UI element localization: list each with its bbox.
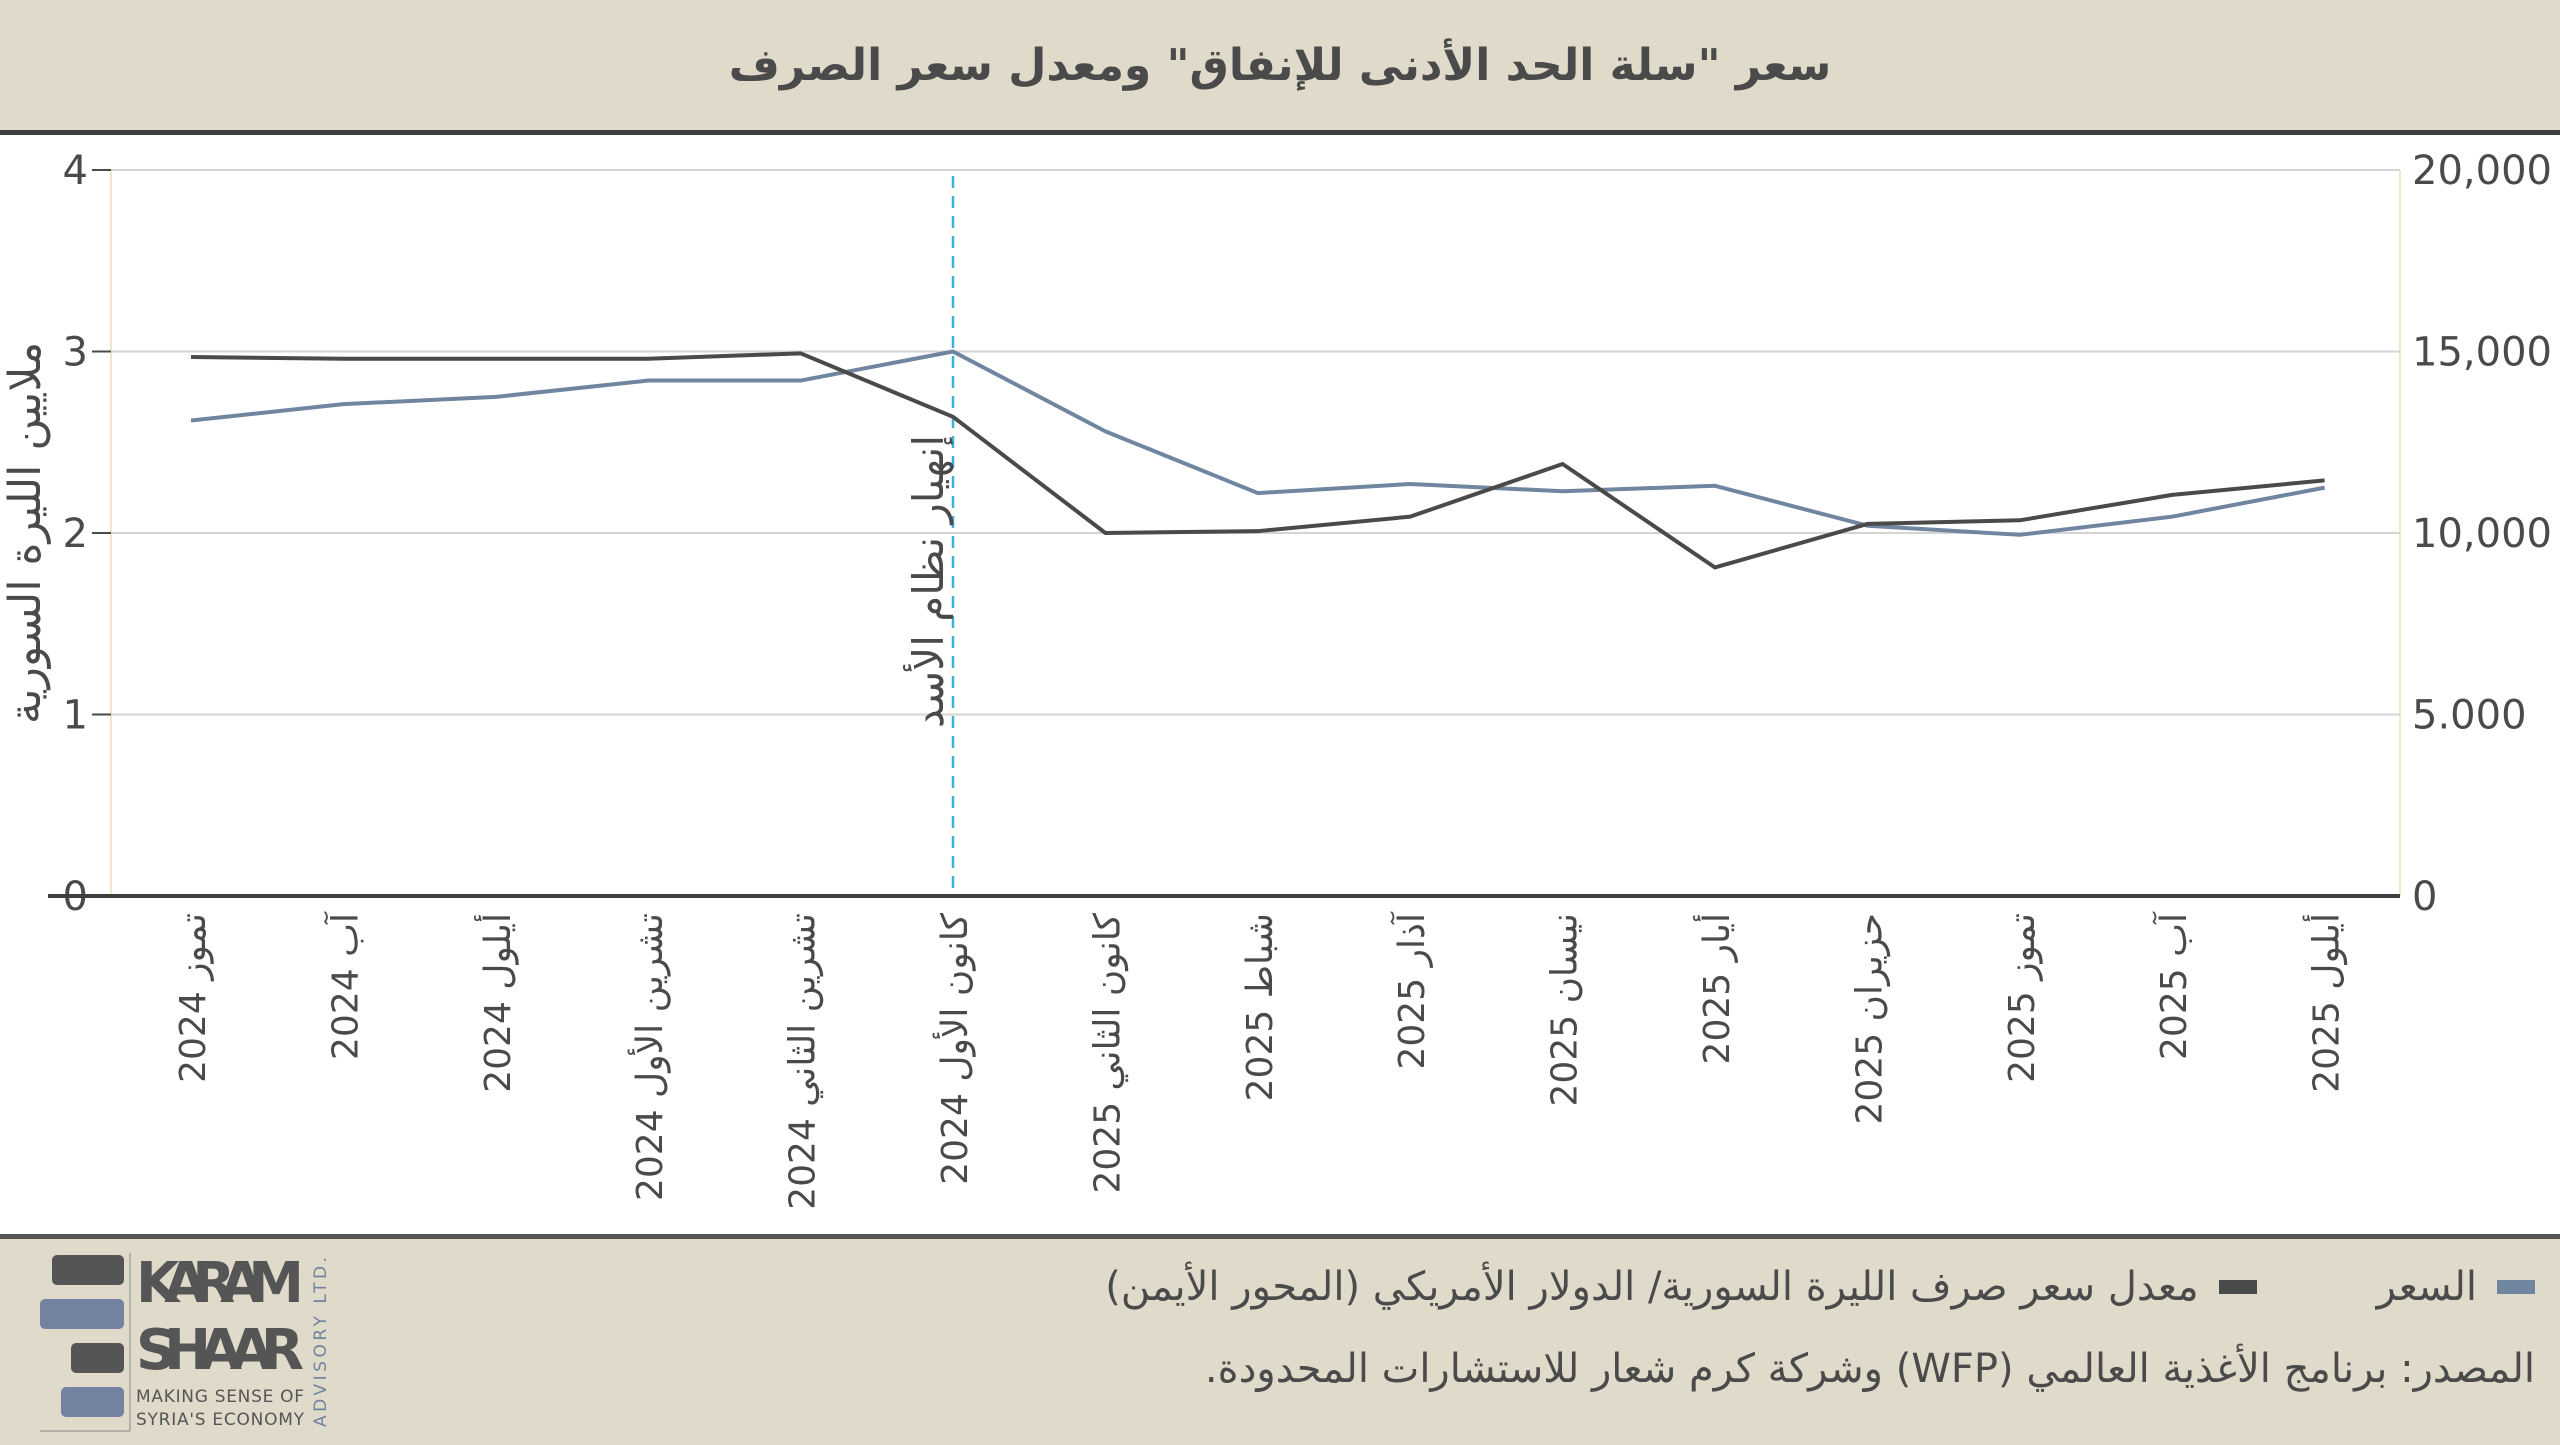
y-tick-label: 3 [63, 330, 88, 376]
legend: السعر معدل سعر صرف الليرة السورية/ الدول… [1105, 1263, 2535, 1311]
x-tick-label: آذار 2025 [1389, 911, 1433, 1069]
legend-swatch-exchange-rate [2218, 1280, 2257, 1294]
x-tick-label: حزيران 2025 [1849, 913, 1890, 1125]
x-tick-label: تموز 2025 [2002, 913, 2043, 1083]
annotation-label: إنهيار نظام الأسد [902, 435, 954, 728]
logo-bar [40, 1299, 124, 1329]
logo-bar [71, 1343, 124, 1373]
logo-bar [61, 1387, 124, 1417]
legend-label-exchange-rate: معدل سعر صرف الليرة السورية/ الدولار الأ… [1105, 1264, 2199, 1310]
y-tick-label: 2 [63, 511, 88, 557]
x-tick-label: كانون الأول 2024 [932, 912, 976, 1185]
series-line-exchange-rate [190, 351, 2325, 570]
logo-wordmark: KARAM [136, 1251, 304, 1316]
y2-tick-label: 20,000 [2412, 148, 2552, 194]
y2-tick-label: 0 [2412, 874, 2437, 920]
logo-bar [52, 1255, 124, 1285]
x-tick-label: كانون الثاني 2025 [1087, 912, 1128, 1193]
x-tick-label: تشرين الأول 2024 [627, 913, 671, 1201]
logo-wordmark: SHAAR [136, 1318, 304, 1383]
logo-tagline: MAKING SENSE OF [136, 1387, 304, 1407]
y2-tick-label: 10,000 [2412, 511, 2552, 557]
chart-title: سعر "سلة الحد الأدنى للإنفاق" ومعدل سعر … [728, 39, 1832, 91]
legend-label-price: السعر [2376, 1264, 2477, 1310]
x-tick-label: تموز 2024 [173, 913, 214, 1083]
footer: KARAM SHAAR MAKING SENSE OF SYRIA'S ECON… [0, 1234, 2560, 1445]
logo-tagline: SYRIA'S ECONOMY [136, 1410, 305, 1430]
series-line-price [190, 349, 2325, 537]
y2-tick-label: 5.000 [2412, 693, 2527, 739]
header: سعر "سلة الحد الأدنى للإنفاق" ومعدل سعر … [0, 0, 2560, 135]
x-tick-label: تشرين الثاني 2024 [783, 913, 824, 1210]
y-tick-label: 1 [63, 693, 88, 739]
source-note: المصدر: برنامج الأغذية العالمي (WFP) وشر… [1204, 1346, 2535, 1392]
x-tick-label: أيار 2025 [1693, 913, 1738, 1064]
logo-side-text: ADVISORY LTD. [311, 1257, 331, 1427]
x-tick-label: آب 2025 [2151, 911, 2195, 1060]
x-tick-label: شباط 2025 [1240, 913, 1281, 1101]
y-tick-label: 4 [63, 148, 88, 194]
x-tick-label: آب 2024 [322, 911, 366, 1060]
x-tick-label: أيلول 2025 [2303, 913, 2348, 1093]
legend-swatch-price [2497, 1280, 2535, 1294]
logo: KARAM SHAAR MAKING SENSE OF SYRIA'S ECON… [20, 1247, 340, 1441]
x-tick-label: أيلول 2024 [474, 913, 519, 1093]
y-axis-label: ملايين الليرة السورية [0, 342, 51, 724]
y2-tick-label: 15,000 [2412, 330, 2552, 376]
x-tick-label: نيسان 2025 [1545, 913, 1586, 1106]
